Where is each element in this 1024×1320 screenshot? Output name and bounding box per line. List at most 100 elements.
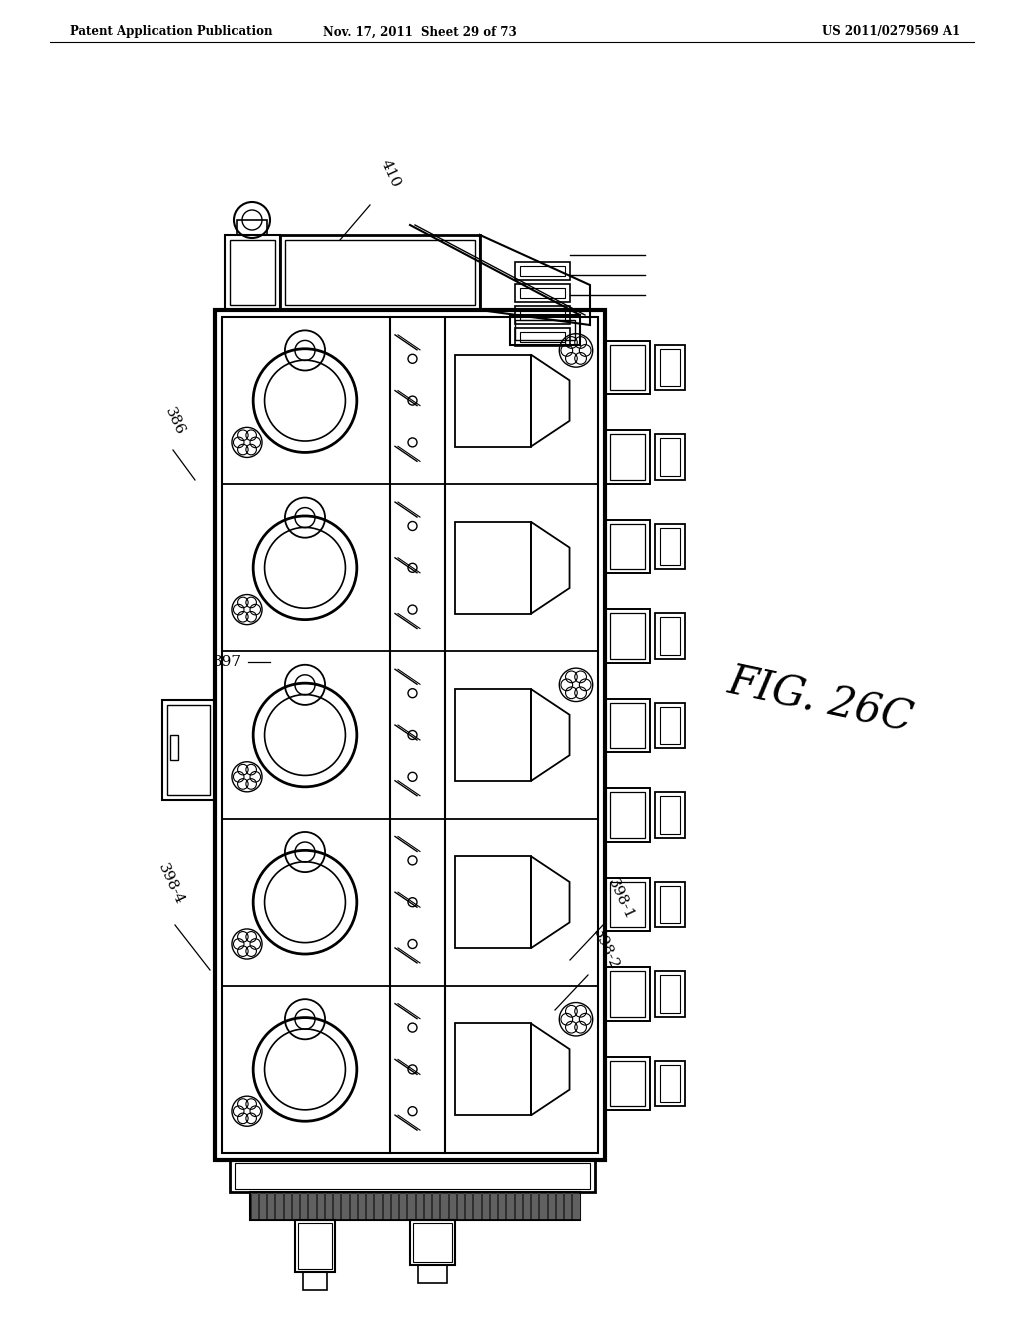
Bar bbox=[251, 1193, 258, 1218]
Bar bbox=[465, 1193, 472, 1218]
Bar bbox=[325, 1193, 332, 1218]
Text: FIG. 26C: FIG. 26C bbox=[723, 660, 916, 741]
Bar bbox=[366, 1193, 374, 1218]
Bar bbox=[300, 1193, 307, 1218]
Bar bbox=[605, 878, 650, 932]
Text: 386: 386 bbox=[162, 405, 187, 438]
Bar bbox=[230, 240, 275, 305]
Bar bbox=[416, 1193, 423, 1218]
Bar bbox=[610, 434, 645, 480]
Bar bbox=[391, 1193, 398, 1218]
Text: 398-4: 398-4 bbox=[155, 862, 186, 907]
Bar bbox=[655, 972, 685, 1016]
Bar bbox=[605, 520, 650, 573]
Bar bbox=[548, 1193, 555, 1218]
Bar bbox=[295, 1220, 335, 1272]
Text: 410: 410 bbox=[378, 157, 403, 190]
Bar bbox=[610, 614, 645, 659]
Bar bbox=[515, 306, 570, 323]
Bar bbox=[515, 261, 570, 280]
Bar bbox=[162, 700, 215, 800]
Bar bbox=[410, 1220, 455, 1265]
Bar bbox=[660, 796, 680, 834]
Bar bbox=[514, 1193, 522, 1218]
Bar bbox=[520, 310, 565, 319]
Bar bbox=[610, 524, 645, 569]
Bar bbox=[357, 1193, 365, 1218]
Bar bbox=[303, 1272, 327, 1290]
Bar bbox=[316, 1193, 324, 1218]
Bar bbox=[424, 1193, 431, 1218]
Bar bbox=[556, 1193, 563, 1218]
Bar bbox=[660, 348, 680, 387]
Bar bbox=[655, 524, 685, 569]
Bar bbox=[449, 1193, 456, 1218]
Bar bbox=[605, 341, 650, 395]
Bar bbox=[455, 689, 530, 781]
Bar bbox=[655, 434, 685, 480]
Bar bbox=[610, 1060, 645, 1106]
Bar bbox=[308, 1193, 315, 1218]
Bar bbox=[610, 882, 645, 928]
Bar bbox=[660, 618, 680, 655]
Bar bbox=[660, 886, 680, 923]
Bar bbox=[605, 1056, 650, 1110]
Bar bbox=[660, 975, 680, 1012]
Bar bbox=[333, 1193, 340, 1218]
Bar bbox=[170, 735, 178, 760]
Bar bbox=[230, 1160, 595, 1192]
Bar bbox=[564, 1193, 571, 1218]
Bar bbox=[522, 1193, 530, 1218]
Bar bbox=[250, 1192, 580, 1220]
Text: 397: 397 bbox=[213, 655, 242, 669]
Bar bbox=[515, 327, 570, 346]
Bar bbox=[275, 1193, 283, 1218]
Bar bbox=[215, 310, 605, 1160]
Bar bbox=[660, 528, 680, 565]
Text: 398-1: 398-1 bbox=[605, 876, 636, 921]
Text: 398-2: 398-2 bbox=[590, 927, 622, 972]
Bar bbox=[455, 857, 530, 948]
Bar bbox=[540, 1193, 547, 1218]
Bar bbox=[655, 1060, 685, 1106]
Bar bbox=[432, 1193, 439, 1218]
Bar bbox=[506, 1193, 513, 1218]
Bar bbox=[610, 792, 645, 838]
Bar bbox=[605, 698, 650, 752]
Bar bbox=[457, 1193, 464, 1218]
Bar bbox=[455, 355, 530, 446]
Bar bbox=[349, 1193, 356, 1218]
Bar bbox=[167, 705, 210, 795]
Bar bbox=[222, 317, 598, 1152]
Bar bbox=[610, 702, 645, 748]
Bar bbox=[473, 1193, 480, 1218]
Bar bbox=[605, 788, 650, 842]
Bar bbox=[413, 1224, 452, 1262]
Bar bbox=[383, 1193, 390, 1218]
Bar bbox=[515, 284, 570, 302]
Bar bbox=[605, 430, 650, 484]
Bar bbox=[572, 1193, 580, 1218]
Bar bbox=[531, 1193, 539, 1218]
Bar bbox=[408, 1193, 415, 1218]
Bar bbox=[605, 968, 650, 1020]
Bar bbox=[292, 1193, 299, 1218]
Bar bbox=[655, 792, 685, 838]
Bar bbox=[455, 1023, 530, 1115]
Bar bbox=[225, 235, 280, 310]
Bar bbox=[284, 1193, 291, 1218]
Bar bbox=[660, 1064, 680, 1102]
Bar bbox=[655, 614, 685, 659]
Bar bbox=[234, 1163, 590, 1189]
Bar bbox=[660, 706, 680, 744]
Bar bbox=[481, 1193, 488, 1218]
Text: Nov. 17, 2011  Sheet 29 of 73: Nov. 17, 2011 Sheet 29 of 73 bbox=[324, 25, 517, 38]
Bar bbox=[655, 345, 685, 391]
Bar bbox=[341, 1193, 348, 1218]
Bar bbox=[655, 882, 685, 928]
Bar bbox=[455, 521, 530, 614]
Bar bbox=[418, 1265, 447, 1283]
Bar bbox=[610, 972, 645, 1016]
Bar bbox=[520, 333, 565, 342]
Text: US 2011/0279569 A1: US 2011/0279569 A1 bbox=[822, 25, 961, 38]
